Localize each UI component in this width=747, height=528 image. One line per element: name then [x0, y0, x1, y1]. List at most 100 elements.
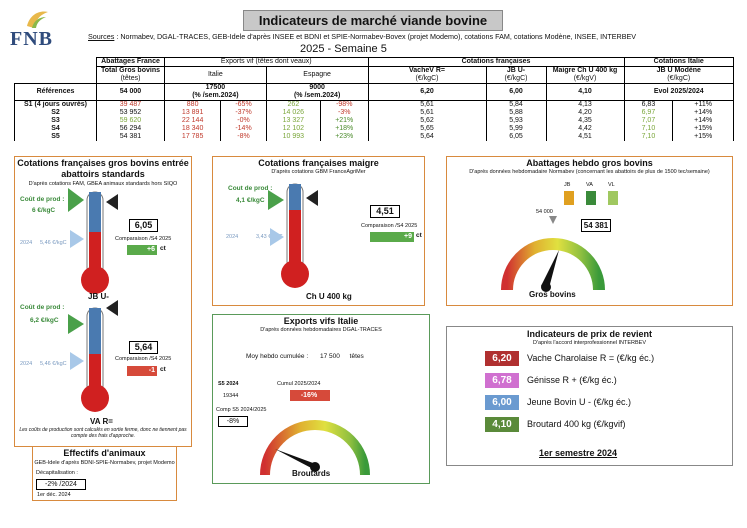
comparison-label: Comparaison /S4 2025: [361, 223, 418, 229]
modene-cell: 7,10: [623, 133, 674, 141]
cout-value: 4,1 €/kgC: [236, 197, 265, 204]
panel-effectifs: Effectifs d'animaux GEB-Idele d'après BD…: [32, 446, 177, 501]
modene-cell: 6,97: [623, 109, 674, 117]
table-row: S1 (4 jours ouvrés) 39 487 880 -65% 262 -98% 5…: [14, 100, 734, 109]
jb-cell: 6,05: [485, 133, 547, 141]
comp-label: Comp S5 2024/2025: [216, 407, 267, 413]
modene-pct-cell: +15%: [672, 133, 734, 141]
modene-cell: 7,07: [623, 117, 674, 125]
legend-label: JB: [564, 182, 571, 188]
panel-subtitle: D'après cotations GBM FranceAgriMer: [271, 169, 366, 175]
row-label: S5: [14, 133, 97, 141]
jb-cell: 5,84: [485, 100, 547, 109]
market-table: Abattages France Exports vif (têtes dont…: [14, 57, 734, 141]
moyenne-value: 17 500: [319, 353, 340, 360]
espagne-cell: 12 102: [265, 125, 322, 133]
ref-value: 3,43 €/kgC: [256, 234, 283, 240]
row-label: S2: [14, 109, 97, 117]
moyenne-label: Moy hebdo cumulée :: [246, 353, 309, 360]
moyenne-unit: têtes: [349, 353, 364, 360]
panel-title: Abattages hebdo gros bovins: [526, 158, 653, 168]
table-row: S3 59 620 22 144 -0% 13 327 +21% 5,62 5,93 4,35 7…: [14, 117, 734, 125]
panel-subtitle: D'après cotations FAM, GBEA animaux stan…: [28, 181, 178, 187]
vache-cell: 5,61: [367, 100, 487, 109]
jb-cell: 5,99: [485, 125, 547, 133]
value-box: 6,05: [129, 219, 158, 232]
italie-pct-cell: -37%: [220, 109, 267, 117]
cost-list: 6,20 Vache Charolaise R = (€/kg éc.) 6,78 G…: [485, 350, 715, 438]
sources-line: Sources : Normabev, DGAL-TRACES, GEB-Ide…: [88, 32, 637, 41]
table-row: S4 56 294 18 340 -14% 12 102 +18% 5,65 5,99 4,42…: [14, 125, 734, 133]
cout-label: Coût de prod :: [20, 304, 65, 311]
delta-unit: ct: [160, 366, 166, 373]
reference-value: 54 000: [536, 209, 553, 215]
cumul-label: Cumul 2025/2024: [277, 381, 321, 387]
cumul-badge: -16%: [290, 390, 330, 401]
cost-label: Vache Charolaise R = (€/kg éc.): [527, 353, 655, 363]
decap-value: -2% /2024: [36, 479, 86, 490]
cout-value: 6 €/kgC: [32, 207, 56, 214]
jb-cell: 5,88: [485, 109, 547, 117]
decap-label: Décapitalisation :: [36, 470, 78, 476]
maigre-cell: 4,42: [545, 125, 625, 133]
espagne-cell: 13 327: [265, 117, 322, 125]
col-header: JB U- (€/kgC): [485, 66, 547, 84]
panel-subtitle: D'après données hebdomadaires DGAL-TRACE…: [260, 327, 382, 333]
maigre-cell: 4,51: [545, 133, 625, 141]
group-header: Cotations Italie: [623, 57, 734, 67]
modene-pct-cell: +14%: [672, 109, 734, 117]
cost-value: 6,78: [485, 372, 519, 388]
abattages-cell: 39 487: [96, 100, 165, 109]
modene-pct-cell: +15%: [672, 125, 734, 133]
espagne-pct-cell: +18%: [320, 125, 369, 133]
value-box: 5,64: [129, 341, 158, 354]
row-label: S4: [14, 125, 97, 133]
thermo-label: Ch U 400 kg: [306, 292, 352, 301]
col-header: JB U Modène (€/kgC): [623, 66, 734, 84]
abattages-cell: 53 952: [96, 109, 165, 117]
col-header: Maigre Ch U 400 kg (€/kgV): [545, 66, 625, 84]
panel-subtitle: D'après l'accord interprofessionnel INTE…: [532, 340, 647, 346]
decap-date: 1er déc. 2024: [37, 492, 71, 498]
maigre-cell: 4,13: [545, 100, 625, 109]
abattages-cell: 59 620: [96, 117, 165, 125]
ref-value: 5,46 €/kgC: [40, 361, 67, 367]
vache-cell: 5,62: [367, 117, 487, 125]
maigre-cell: 4,35: [545, 117, 625, 125]
value-box: 4,51: [370, 205, 400, 218]
delta-badge: -1: [127, 366, 157, 376]
panel-title: Exports vifs Italie: [283, 316, 359, 326]
italie-cell: 880: [163, 100, 222, 109]
italie-pct-cell: -65%: [220, 100, 267, 109]
espagne-cell: 10 993: [265, 133, 322, 141]
comparison-label: Comparaison /S4 2025: [115, 356, 172, 362]
ref-year: 2024: [20, 361, 33, 367]
jb-cell: 5,93: [485, 117, 547, 125]
col-header: Total Gros bovins (têtes): [96, 66, 165, 84]
italie-pct-cell: -14%: [220, 125, 267, 133]
modene-pct-cell: +11%: [672, 100, 734, 109]
panel-subtitle: D'après données hebdomadaire Normabev (c…: [469, 169, 710, 175]
cost-item: 6,78 Génisse R + (€/kg éc.): [485, 372, 715, 388]
abattages-cell: 56 294: [96, 125, 165, 133]
abattages-cell: 54 381: [96, 133, 165, 141]
ref-value: 5,46 €/kgC: [40, 240, 67, 246]
panel-abattages: Abattages hebdo gros bovins D'après donn…: [446, 156, 733, 306]
thermo-label: JB U-: [88, 292, 109, 301]
thermometer-maigre: [268, 183, 318, 288]
delta-badge: +9: [370, 232, 414, 242]
gauge-exports: [260, 420, 370, 476]
panel-title: Cotations françaises gros bovins entrée …: [17, 158, 189, 179]
col-header: VacheV R= (€/kgC): [367, 66, 487, 84]
cost-label: Génisse R + (€/kg éc.): [527, 375, 617, 385]
panel-maigre: Cotations françaises maigre D'après cota…: [212, 156, 425, 306]
col-header: Espagne: [265, 66, 369, 84]
espagne-pct-cell: +21%: [320, 117, 369, 125]
legend-swatch-vl: [608, 191, 618, 205]
italie-cell: 22 144: [163, 117, 222, 125]
legend: JB VA VL: [559, 182, 629, 206]
col-header: Italie: [164, 66, 267, 84]
panel-title: Indicateurs de prix de revient: [526, 329, 653, 339]
gauge-abattages: [501, 216, 605, 292]
italie-cell: 13 891: [163, 109, 222, 117]
